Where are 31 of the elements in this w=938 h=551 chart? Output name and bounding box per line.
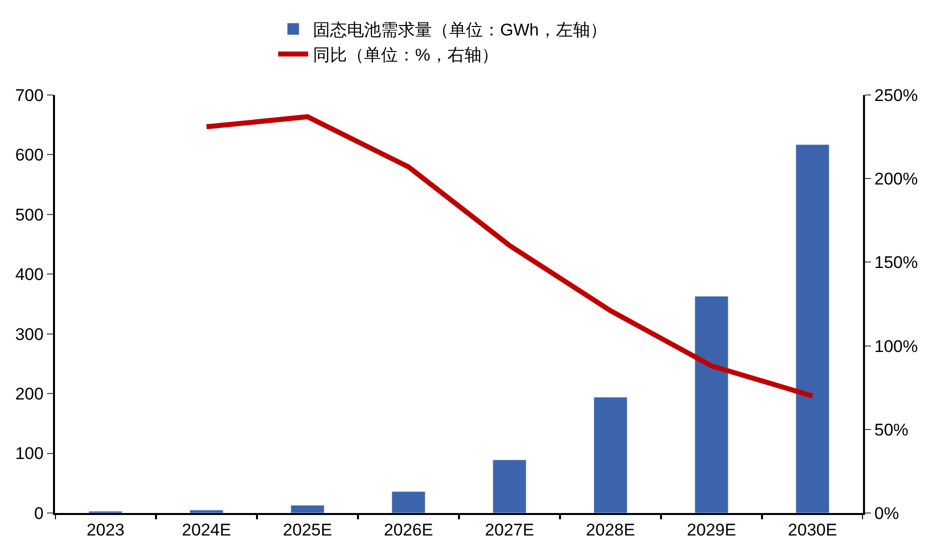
y2-tick-label: 250% bbox=[874, 86, 918, 105]
legend-label: 固态电池需求量（单位：GWh，左轴） bbox=[313, 20, 607, 40]
y2-tick-label: 50% bbox=[874, 420, 908, 440]
bar bbox=[190, 510, 224, 513]
bar bbox=[290, 504, 324, 513]
y-tick-label: 200 bbox=[15, 384, 44, 404]
bar bbox=[594, 396, 628, 513]
bar bbox=[392, 491, 426, 513]
x-tick-label: 2024E bbox=[182, 520, 232, 540]
bar bbox=[694, 296, 728, 513]
x-tick-label: 2028E bbox=[586, 520, 636, 540]
x-tick-label: 2029E bbox=[686, 520, 736, 540]
y2-tick-label: 100% bbox=[874, 336, 918, 356]
y-tick-label: 500 bbox=[15, 205, 44, 224]
legend-label: 同比（单位：%，右轴） bbox=[313, 46, 498, 65]
x-tick-label: 2027E bbox=[484, 520, 534, 540]
y-tick-label: 600 bbox=[15, 146, 44, 165]
bar bbox=[796, 144, 830, 513]
y-tick-label: 0 bbox=[34, 504, 44, 523]
y2-tick-label: 200% bbox=[874, 170, 918, 189]
x-tick-label: 2023 bbox=[86, 520, 124, 540]
x-tick-label: 2026E bbox=[384, 520, 434, 540]
bar bbox=[492, 460, 526, 513]
y2-tick-label: 0% bbox=[874, 504, 899, 523]
y2-tick-label: 150% bbox=[874, 253, 918, 272]
y-tick-label: 700 bbox=[15, 86, 44, 105]
y-tick-label: 400 bbox=[15, 265, 44, 284]
y-tick-label: 100 bbox=[15, 444, 44, 464]
y-tick-label: 300 bbox=[15, 324, 44, 344]
x-tick-label: 2025E bbox=[282, 520, 332, 540]
x-tick-label: 2030E bbox=[788, 520, 838, 540]
